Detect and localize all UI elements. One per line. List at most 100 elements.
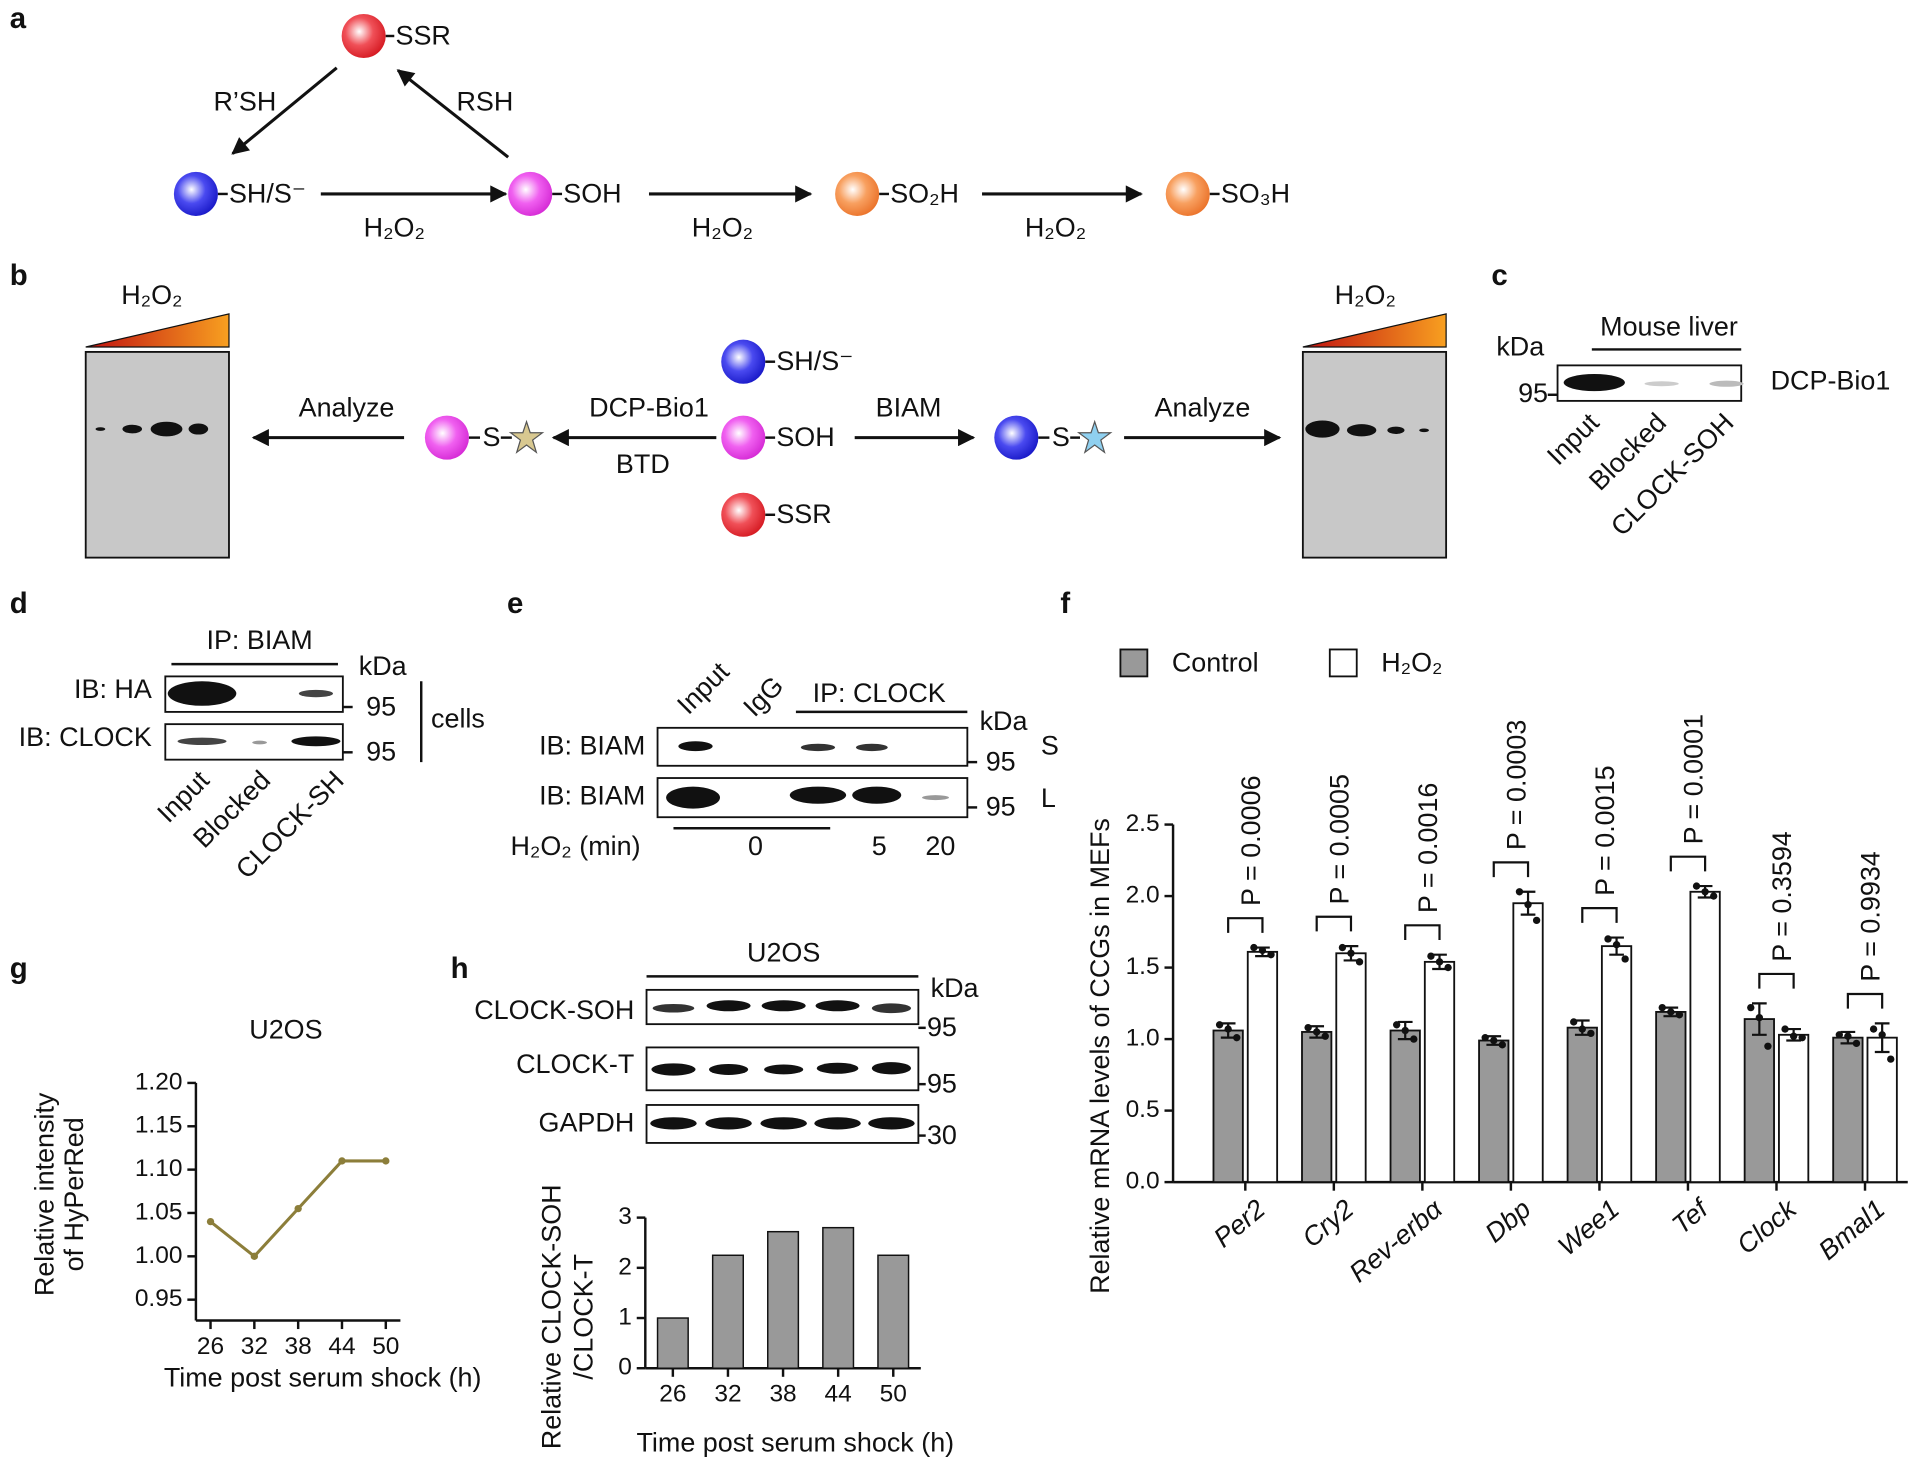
sphere [173, 171, 218, 216]
reagent-label: DCP-Bio1 [589, 393, 709, 423]
band [666, 786, 720, 809]
marker-label: 95 [927, 1012, 957, 1042]
unit-label: kDa [359, 651, 407, 681]
gradient-label: H₂O₂ [121, 280, 182, 310]
band [150, 421, 183, 437]
y-axis-label: Relative mRNA levels of CCGs in MEFs [1085, 818, 1115, 1294]
cell-line-label: U2OS [747, 937, 820, 967]
lane-label: IgG [737, 670, 789, 722]
band [815, 1000, 860, 1012]
y-tick-label: 1.0 [1126, 1025, 1160, 1052]
time-label: 0 [748, 831, 763, 861]
x-tick-label: Clock [1731, 1193, 1803, 1260]
band [1419, 428, 1429, 433]
node-label: S [1052, 422, 1070, 452]
data-point [1604, 935, 1612, 943]
band [761, 1000, 806, 1012]
data-point [1755, 1013, 1764, 1022]
data-point [1835, 1031, 1843, 1039]
band [1644, 381, 1679, 387]
arrow [231, 66, 338, 155]
legend-label: H₂O₂ [1381, 647, 1442, 677]
lane-label: Input [671, 656, 735, 720]
marker-label: 95 [986, 746, 1016, 776]
blot-label: IB: HA [74, 674, 152, 704]
band [1387, 426, 1405, 434]
marker-label: 95 [366, 691, 396, 721]
data-point [1401, 1026, 1409, 1035]
data-point [1621, 955, 1629, 963]
blot-label: CLOCK-SOH [474, 995, 634, 1025]
panel-h-blots: U2OS kDa CLOCK-SOH CLOCK-T GAPDH 95 95 3… [474, 937, 978, 1149]
x-tick-label: Dbp [1479, 1194, 1536, 1249]
x-tick-label: Tef [1666, 1192, 1715, 1240]
data-point [1435, 958, 1444, 966]
probe-label: DCP-Bio1 [1771, 366, 1891, 396]
p-value: P = 0.0001 [1678, 714, 1708, 844]
data-point [1798, 1033, 1806, 1042]
blot-label: IB: CLOCK [19, 722, 152, 752]
data-point [1587, 1029, 1595, 1038]
band [706, 1000, 751, 1012]
significance-bracket [1846, 992, 1884, 1009]
p-value: P = 0.0006 [1236, 775, 1266, 905]
data-point [206, 1217, 215, 1226]
data-point [250, 1252, 259, 1260]
y-tick-label: 0.5 [1126, 1096, 1160, 1123]
arrow [396, 69, 510, 159]
y-tick-label: 2 [618, 1253, 632, 1280]
bar [767, 1230, 800, 1369]
chart: 0.95 1.00 1.05 1.10 1.15 1.20 Relative intensi… [30, 1015, 482, 1393]
band [291, 736, 341, 747]
band [650, 1117, 697, 1130]
legend-label: Control [1172, 647, 1259, 677]
data-point [1347, 949, 1355, 957]
band [122, 424, 143, 434]
band [678, 741, 713, 752]
blot-label: IB: BIAM [539, 781, 645, 811]
bar [1423, 960, 1456, 1184]
bar [711, 1254, 744, 1369]
arrow-label: H₂O₂ [364, 213, 425, 243]
panel-label: d [10, 587, 28, 620]
data-point [1781, 1025, 1789, 1033]
bar [1600, 945, 1633, 1184]
blot [84, 350, 230, 559]
band [871, 1062, 912, 1075]
arrow-label: Analyze [299, 393, 395, 423]
data-point [1764, 1042, 1772, 1050]
panel-label: c [1491, 259, 1507, 292]
x-tick-label: 50 [880, 1381, 907, 1408]
band [651, 1063, 696, 1076]
node-label: S [482, 422, 500, 452]
panel-label: g [10, 952, 28, 985]
x-axis-label: Time post serum shock (h) [636, 1427, 954, 1457]
band [708, 1063, 749, 1075]
blot [1301, 350, 1448, 559]
band [167, 681, 237, 706]
data-point [1250, 943, 1258, 952]
panel-a: SSR SH/S⁻ SOH SO₂H SO₃H R’SH RSH H₂O₂ H₂… [173, 13, 1290, 243]
bar [1335, 952, 1367, 1184]
data-point [1869, 1025, 1878, 1033]
band [298, 689, 334, 698]
bar [1212, 1029, 1244, 1184]
significance-bracket [1492, 861, 1530, 878]
sphere [508, 171, 553, 216]
x-tick-label: Wee1 [1552, 1194, 1625, 1262]
significance-bracket [1227, 917, 1264, 933]
data-point [1570, 1018, 1578, 1026]
gradient-triangle [1302, 313, 1447, 348]
data-point [338, 1157, 346, 1165]
time-label: 20 [925, 831, 955, 861]
ip-label: IP: CLOCK [813, 678, 946, 708]
data-point [1267, 951, 1275, 959]
arrow-label: H₂O₂ [1025, 213, 1086, 243]
band [852, 786, 902, 804]
panel-label: a [10, 2, 27, 35]
bar [656, 1317, 689, 1369]
panel-b: H₂O₂ H₂O₂ Analyze S DCP-Bio1 BTD SH/S⁻ S… [84, 280, 1448, 559]
band [705, 1117, 752, 1130]
band [1346, 424, 1377, 437]
sphere [721, 339, 766, 384]
